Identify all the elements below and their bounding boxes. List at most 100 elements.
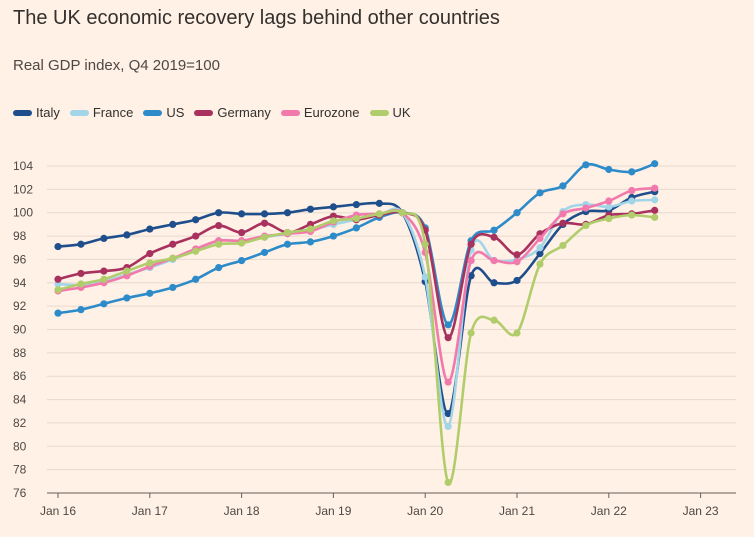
point-us-22 [559, 182, 567, 190]
y-axis-tick-labels: 76 78 80 82 84 86 88 90 92 94 96 98 100 102 104 [13, 159, 33, 500]
point-us-17 [444, 321, 452, 329]
point-italy-10 [283, 209, 292, 217]
y-tick-label-76: 76 [13, 486, 27, 500]
point-italy-9 [260, 210, 269, 218]
point-italy-4 [146, 225, 154, 233]
x-tick-label-4: Jan 20 [407, 504, 443, 518]
x-tick-label-1: Jan 17 [132, 504, 168, 518]
point-italy-6 [192, 216, 200, 224]
point-uk-19 [490, 316, 498, 324]
point-us-8 [238, 256, 246, 265]
x-axis: Jan 16 Jan 17 Jan 18 Jan 19 Jan 20 Jan 21 Jan … [40, 492, 736, 518]
point-us-20 [513, 209, 521, 217]
point-germany-4 [146, 249, 154, 258]
point-germany-7 [215, 221, 223, 230]
point-uk-11 [306, 225, 315, 233]
point-germany-18 [467, 240, 475, 248]
point-eurozone-22 [559, 210, 567, 218]
point-uk-9 [260, 233, 269, 241]
point-italy-7 [215, 209, 223, 217]
point-germany-9 [260, 219, 269, 227]
point-france-25 [628, 197, 636, 205]
chart-subtitle: Real GDP index, Q4 2019=100 [13, 57, 220, 74]
point-italy-8 [238, 210, 246, 218]
point-us-2 [100, 300, 108, 308]
point-uk-10 [283, 228, 292, 237]
legend-swatch-uk [369, 109, 389, 116]
point-germany-0 [54, 275, 62, 283]
legend-label-us: US [166, 105, 185, 120]
point-germany-6 [192, 232, 200, 240]
point-italy-17 [444, 409, 452, 418]
chart-title: The UK economic recovery lags behind oth… [13, 7, 500, 29]
chart-legend: Italy France US Germany Eurozone UK [13, 105, 421, 120]
point-france-16 [421, 273, 429, 281]
series-line-france [57, 198, 655, 428]
point-italy-5 [169, 220, 177, 228]
point-eurozone-26 [651, 184, 659, 192]
y-tick-label-96: 96 [13, 252, 27, 266]
series-line-italy [57, 190, 656, 415]
y-tick-label-90: 90 [13, 323, 27, 337]
point-italy-0 [54, 242, 62, 251]
point-uk-4 [146, 259, 154, 267]
point-uk-8 [238, 239, 246, 247]
point-italy-19 [490, 279, 498, 287]
point-germany-2 [100, 267, 108, 275]
point-uk-12 [329, 217, 337, 225]
y-tick-label-88: 88 [13, 346, 27, 360]
x-tick-label-3: Jan 19 [315, 504, 351, 518]
point-italy-14 [375, 199, 383, 207]
point-uk-16 [421, 240, 429, 248]
y-tick-label-94: 94 [13, 276, 27, 290]
series-line-us [57, 162, 656, 327]
y-tick-label-102: 102 [13, 182, 33, 196]
point-uk-14 [375, 210, 383, 218]
point-italy-18 [467, 272, 475, 280]
point-us-26 [651, 160, 659, 168]
point-germany-8 [238, 228, 246, 237]
series-us [54, 160, 659, 329]
point-us-19 [490, 226, 498, 234]
x-tick-label-2: Jan 18 [224, 504, 260, 518]
point-eurozone-25 [628, 186, 636, 195]
point-france-17 [444, 422, 452, 431]
point-uk-26 [651, 213, 659, 221]
point-uk-20 [513, 329, 521, 337]
y-tick-label-80: 80 [13, 439, 27, 453]
point-us-24 [605, 165, 613, 174]
point-italy-13 [352, 200, 360, 209]
point-france-21 [536, 244, 544, 252]
point-us-1 [77, 306, 85, 314]
point-germany-20 [513, 251, 521, 259]
point-us-7 [215, 264, 223, 272]
y-tick-label-92: 92 [13, 299, 27, 313]
point-us-3 [123, 294, 131, 302]
point-uk-18 [467, 329, 475, 337]
point-eurozone-19 [490, 256, 498, 265]
point-france-26 [651, 196, 659, 204]
point-us-10 [283, 240, 292, 248]
point-italy-12 [329, 203, 337, 211]
point-italy-2 [100, 234, 108, 243]
point-eurozone-21 [536, 234, 544, 243]
point-us-21 [536, 189, 544, 197]
series-line-germany [57, 209, 655, 340]
y-tick-label-100: 100 [13, 206, 33, 220]
point-uk-6 [192, 247, 200, 255]
legend-label-uk: UK [392, 105, 411, 120]
point-germany-19 [490, 233, 498, 241]
legend-label-germany: Germany [217, 105, 271, 120]
series-eurozone [54, 184, 659, 386]
y-tick-label-104: 104 [13, 159, 33, 173]
y-tick-label-84: 84 [13, 393, 27, 407]
point-eurozone-18 [467, 256, 475, 265]
point-uk-15 [398, 209, 406, 217]
point-uk-17 [444, 478, 452, 487]
point-us-25 [628, 168, 636, 176]
y-tick-label-82: 82 [13, 416, 27, 430]
point-us-6 [192, 275, 200, 283]
legend-label-france: France [92, 105, 134, 120]
point-france-24 [605, 203, 613, 211]
point-uk-0 [54, 286, 62, 294]
